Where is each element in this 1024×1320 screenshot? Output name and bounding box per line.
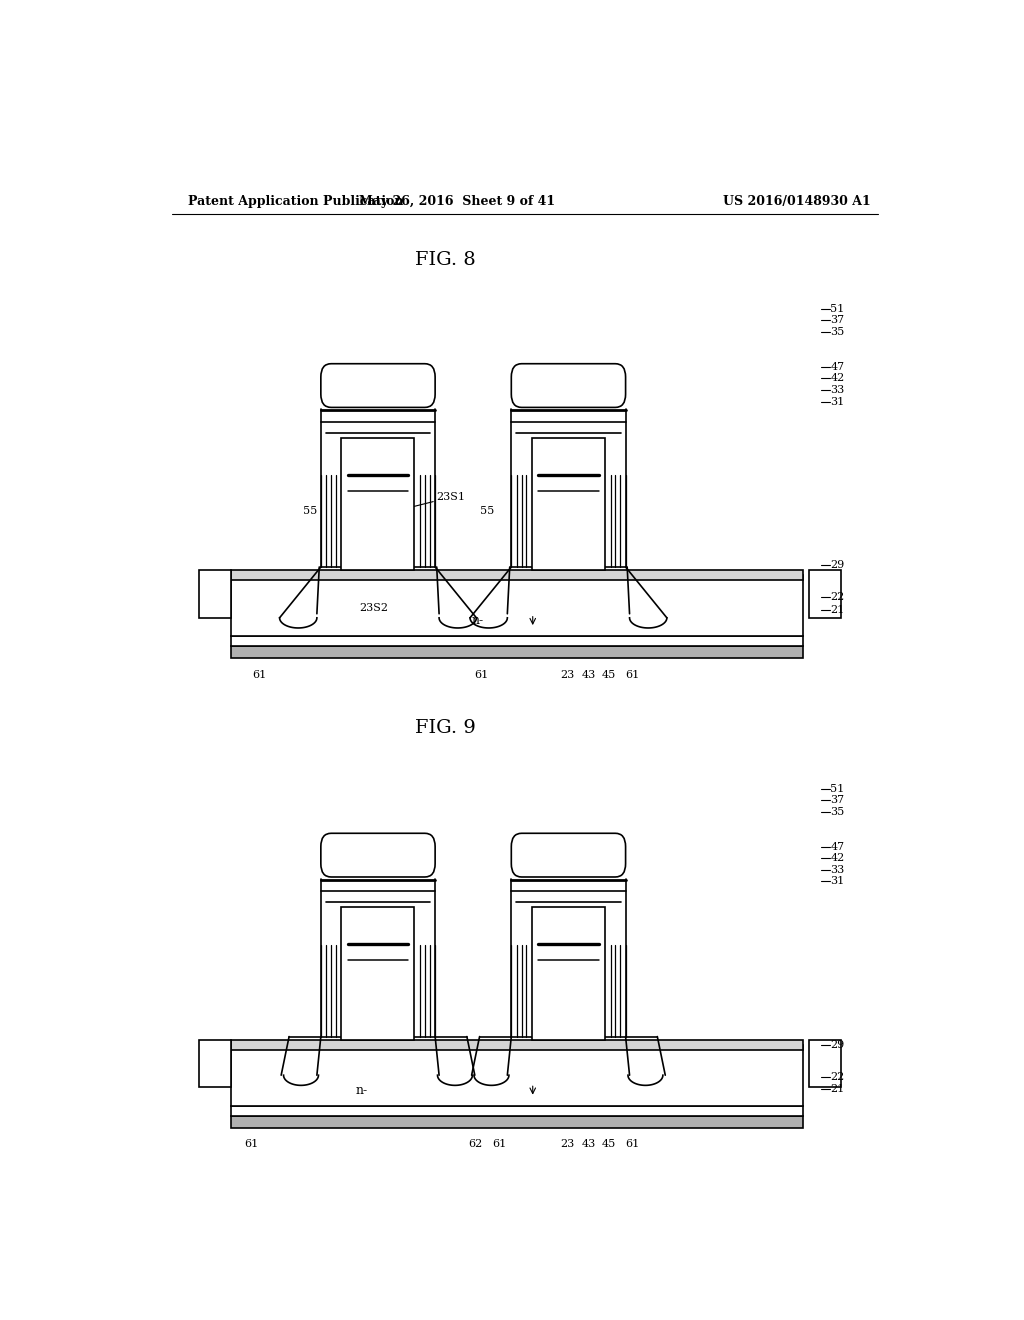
Text: US 2016/0148930 A1: US 2016/0148930 A1 [723, 194, 871, 207]
Text: 42: 42 [830, 853, 845, 863]
Text: 61: 61 [244, 1139, 258, 1150]
Text: 51: 51 [830, 304, 845, 314]
Text: 23: 23 [560, 669, 574, 680]
Bar [231, 1040, 803, 1049]
FancyBboxPatch shape [511, 833, 626, 876]
Text: 61: 61 [493, 1139, 507, 1150]
Bar [341, 438, 415, 570]
Bar [231, 1106, 803, 1115]
Text: 37: 37 [830, 795, 845, 805]
Text: Patent Application Publication: Patent Application Publication [187, 194, 403, 207]
Text: 21: 21 [830, 1085, 845, 1094]
Bar [809, 570, 841, 618]
Text: 29: 29 [830, 560, 845, 570]
Bar [231, 647, 803, 659]
Text: 31: 31 [830, 397, 845, 408]
Bar [231, 576, 803, 636]
FancyBboxPatch shape [511, 364, 626, 408]
Text: 47: 47 [830, 842, 845, 851]
Text: 61: 61 [625, 669, 639, 680]
Text: 21: 21 [830, 605, 845, 615]
Text: 35: 35 [830, 807, 845, 817]
Text: 35: 35 [830, 327, 845, 337]
Text: 45: 45 [602, 669, 616, 680]
Bar [231, 570, 803, 581]
Text: 33: 33 [830, 385, 845, 395]
Text: 55: 55 [303, 506, 316, 516]
Text: n-: n- [471, 614, 483, 627]
Text: 22: 22 [830, 1072, 845, 1082]
Text: 23: 23 [560, 1139, 574, 1150]
Text: 33: 33 [830, 865, 845, 875]
Bar [200, 1040, 231, 1088]
FancyBboxPatch shape [321, 364, 435, 408]
Text: 42: 42 [830, 374, 845, 383]
Text: 37: 37 [830, 315, 845, 325]
Bar [231, 1115, 803, 1129]
Text: FIG. 8: FIG. 8 [415, 251, 476, 269]
Bar [341, 907, 415, 1040]
Text: 43: 43 [582, 669, 596, 680]
Text: 31: 31 [830, 876, 845, 886]
Text: May 26, 2016  Sheet 9 of 41: May 26, 2016 Sheet 9 of 41 [359, 194, 555, 207]
Bar [531, 438, 605, 570]
Text: 22: 22 [830, 593, 845, 602]
Text: 51: 51 [830, 784, 845, 793]
Bar [231, 636, 803, 647]
Text: 29: 29 [830, 1040, 845, 1049]
Text: 61: 61 [252, 669, 266, 680]
Text: n-: n- [356, 1084, 369, 1097]
Bar [200, 570, 231, 618]
Bar [531, 907, 605, 1040]
Text: 43: 43 [582, 1139, 596, 1150]
Bar [809, 1040, 841, 1088]
FancyBboxPatch shape [321, 833, 435, 876]
Text: 61: 61 [625, 1139, 639, 1150]
Bar [231, 1044, 803, 1106]
Text: 55: 55 [480, 506, 495, 516]
Text: 47: 47 [830, 362, 845, 372]
Text: FIG. 9: FIG. 9 [415, 718, 476, 737]
Text: 62: 62 [468, 1139, 482, 1150]
Text: 23S1: 23S1 [436, 492, 465, 502]
Text: 23S2: 23S2 [359, 603, 388, 612]
Text: 61: 61 [474, 669, 488, 680]
Text: 45: 45 [602, 1139, 616, 1150]
